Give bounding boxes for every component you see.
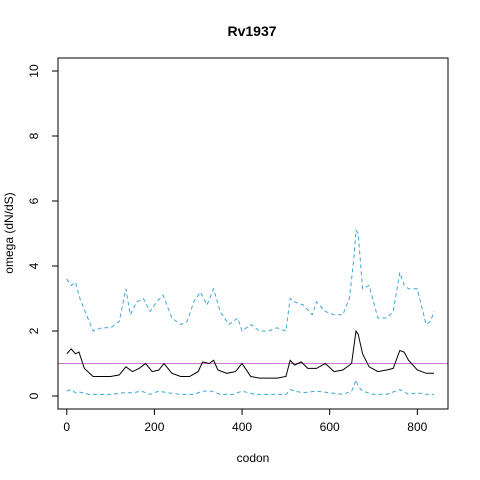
chart-title: Rv1937: [227, 23, 276, 39]
y-tick-label: 6: [27, 197, 41, 204]
plot-frame: [57, 57, 449, 410]
y-axis-label: omega (dN/dS): [2, 192, 16, 273]
x-axis-label: codon: [237, 451, 270, 465]
y-axis: 0 2 4 6 8 10: [27, 64, 58, 399]
plot-area: [58, 228, 448, 395]
series-line-lower: [66, 378, 434, 395]
x-tick-label: 800: [407, 420, 427, 434]
y-tick-label: 0: [27, 392, 41, 399]
x-axis: 0 200 400 600 800: [63, 409, 428, 434]
x-tick-label: 0: [63, 420, 70, 434]
y-tick-label: 2: [27, 327, 41, 334]
x-tick-label: 200: [144, 420, 164, 434]
x-tick-label: 400: [232, 420, 252, 434]
series-line-upper: [66, 228, 435, 332]
y-tick-label: 10: [27, 64, 41, 78]
x-tick-label: 600: [320, 420, 340, 434]
y-tick-label: 8: [27, 132, 41, 139]
y-tick-label: 4: [27, 262, 41, 269]
series-line-mean: [66, 329, 434, 379]
